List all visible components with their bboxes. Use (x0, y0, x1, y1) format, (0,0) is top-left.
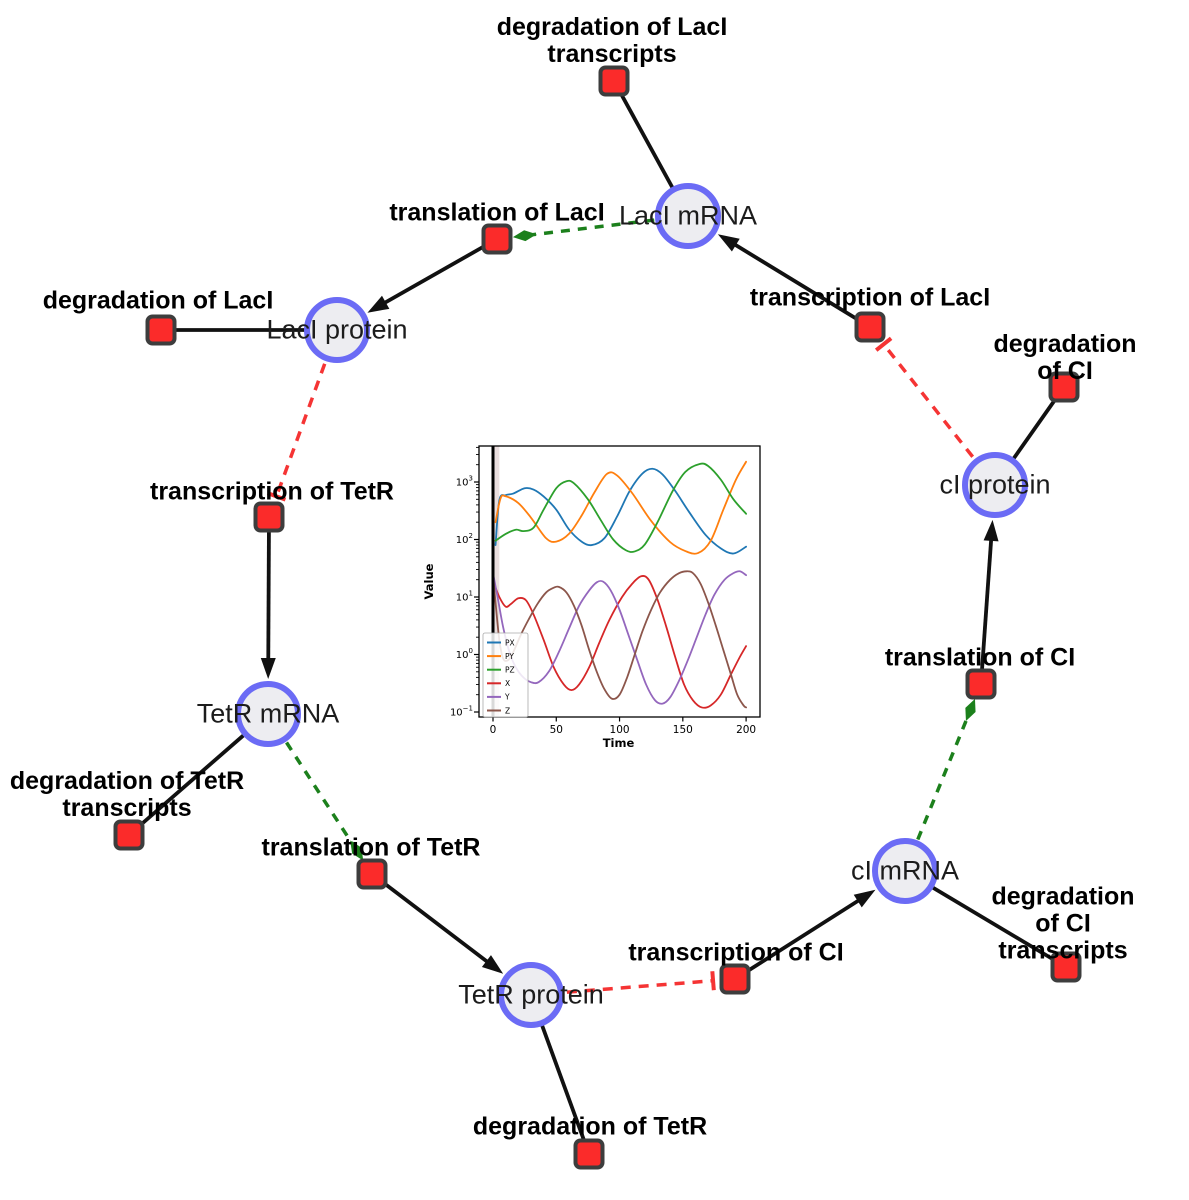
product-arrowhead-icon (983, 519, 999, 542)
chart-series-PY (494, 460, 747, 555)
species-node-laci-mrna[interactable] (655, 183, 721, 249)
y-axis-title: Value (422, 563, 436, 599)
chart-series-PX (494, 467, 747, 555)
edge-product (379, 237, 498, 307)
x-tick-label: 200 (736, 724, 756, 736)
chart-series-PZ (494, 462, 747, 553)
x-tick-label: 0 (490, 724, 497, 736)
chart-series-Y (492, 570, 747, 705)
x-tick-label: 150 (673, 724, 693, 736)
species-node-ci-mrna[interactable] (872, 838, 938, 904)
x-tick-label: 50 (550, 724, 563, 736)
chart-series-Z (492, 570, 747, 709)
legend-label-PZ: PZ (505, 666, 515, 675)
inhibition-tbar-icon (266, 491, 287, 502)
x-tick-label: 100 (610, 724, 630, 736)
y-tick-label: 101 (456, 590, 473, 604)
species-node-ci-protein[interactable] (962, 452, 1028, 518)
reaction-node-degradation-of-ci-transcripts[interactable] (1050, 951, 1082, 983)
edge-product (266, 516, 271, 665)
species-node-tetr-mrna[interactable] (235, 681, 301, 747)
inhibition-tbar-icon (874, 336, 893, 352)
legend-label-PY: PY (505, 652, 514, 661)
reaction-node-transcription-of-laci[interactable] (854, 311, 886, 343)
legend-label-X: X (505, 679, 510, 688)
modifier-diamond-icon (350, 840, 364, 861)
legend-label-Z: Z (505, 706, 510, 715)
reaction-node-degradation-of-tetr-transcripts[interactable] (113, 819, 145, 851)
reaction-node-transcription-of-ci[interactable] (719, 963, 751, 995)
reaction-node-degradation-of-tetr[interactable] (573, 1138, 605, 1170)
inhibition-tbar-icon (710, 971, 716, 991)
edge-product (979, 534, 994, 685)
reaction-node-degradation-of-ci[interactable] (1048, 371, 1080, 403)
edge-inhibition (882, 343, 997, 487)
legend-label-Y: Y (504, 693, 510, 702)
modifier-diamond-icon (965, 698, 976, 722)
species-node-laci-protein[interactable] (304, 297, 370, 363)
product-arrowhead-icon (367, 295, 390, 313)
legend-label-PX: PX (505, 638, 515, 647)
reaction-node-translation-of-tetr[interactable] (356, 858, 388, 890)
x-axis-title: Time (603, 736, 635, 750)
y-tick-label: 100 (456, 647, 473, 661)
modifier-diamond-icon (512, 230, 537, 242)
edge-inhibition (274, 329, 339, 497)
reaction-node-degradation-of-laci[interactable] (145, 314, 177, 346)
edge-modifier (903, 716, 970, 872)
edge-product (729, 240, 871, 329)
species-node-tetr-protein[interactable] (498, 962, 564, 1028)
reaction-node-translation-of-laci[interactable] (481, 223, 513, 255)
chart-series-X (492, 575, 747, 709)
product-arrowhead-icon (853, 889, 876, 908)
reaction-node-transcription-of-tetr[interactable] (253, 501, 285, 533)
y-tick-label: 102 (456, 532, 473, 546)
product-arrowhead-icon (717, 234, 740, 252)
reaction-node-translation-of-ci[interactable] (965, 668, 997, 700)
edge-product (733, 896, 864, 981)
product-arrowhead-icon (260, 657, 276, 680)
edge-product (370, 872, 493, 967)
y-tick-label: 10−1 (450, 705, 473, 719)
edge-inhibition (530, 978, 714, 997)
reaction-node-degradation-of-laci-transcripts[interactable] (598, 65, 630, 97)
y-tick-label: 103 (456, 475, 473, 489)
timecourse-plot: 0 50 100 150 200 103 102 101 100 10−1 Time Value PX P… (422, 445, 761, 750)
product-arrowhead-icon (481, 955, 504, 974)
